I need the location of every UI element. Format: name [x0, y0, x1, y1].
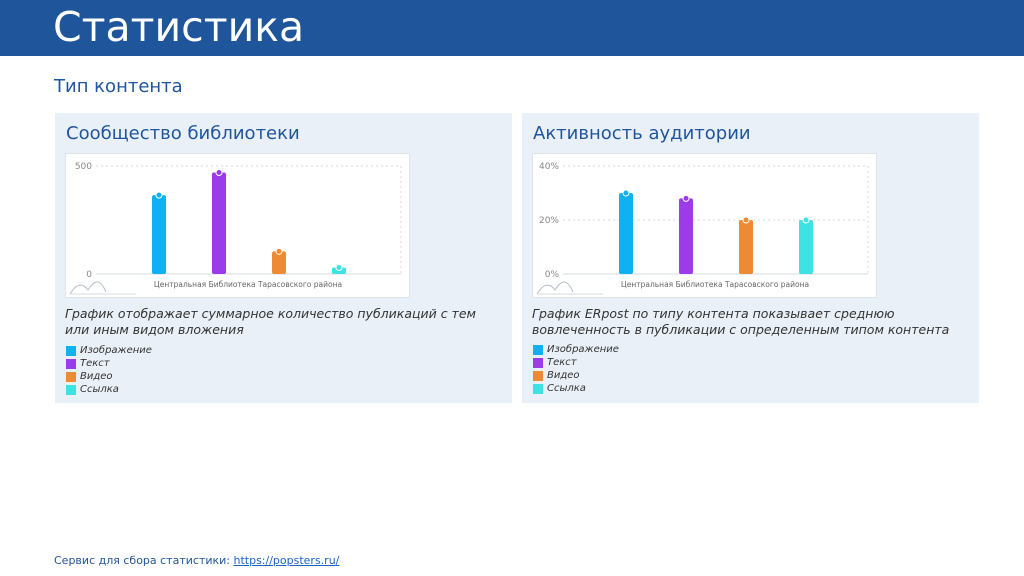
legend-swatch — [66, 345, 76, 356]
legend-swatch — [533, 383, 543, 394]
section-title: Тип контента — [54, 76, 183, 97]
y-tick-label: 20% — [539, 216, 559, 226]
bar-3[interactable] — [739, 220, 753, 274]
y-tick-label: 40% — [539, 162, 559, 172]
legend-item: Ссылка — [66, 383, 266, 396]
legend-item: Изображение — [66, 344, 266, 357]
sparkline-icon — [536, 281, 574, 295]
footer-link[interactable]: https://popsters.ru/ — [233, 554, 340, 567]
legend-label: Изображение — [80, 345, 152, 356]
y-tick-label: 0% — [545, 270, 560, 280]
legend-label: Ссылка — [547, 383, 586, 394]
legend-item: Текст — [533, 356, 733, 369]
chart-description: График ERpost по типу контента показывае… — [532, 306, 950, 337]
chart-source-label: Центральная Библиотека Тарасовского райо… — [621, 280, 809, 289]
legend-swatch — [66, 371, 76, 382]
sparkline-icon — [69, 281, 107, 295]
bar-marker — [742, 216, 750, 224]
chart-frame: 0 500 Центральная Библиотека Тарасовского … — [65, 153, 410, 298]
bar-1[interactable] — [619, 193, 633, 274]
bar-2[interactable] — [212, 172, 226, 274]
page-title: Статистика — [53, 3, 305, 51]
bar-3[interactable] — [272, 251, 286, 274]
legend-item: Ссылка — [533, 382, 733, 395]
bar-marker — [215, 168, 223, 176]
panel-title: Активность аудитории — [533, 123, 751, 144]
legend-label: Текст — [80, 358, 110, 369]
bar-marker — [682, 194, 690, 202]
legend-item: Видео — [533, 369, 733, 382]
bar-marker — [802, 216, 810, 224]
legend-label: Ссылка — [80, 384, 119, 395]
legend-label: Текст — [547, 357, 577, 368]
legend-item: Изображение — [533, 343, 733, 356]
y-tick-label: 500 — [75, 162, 92, 172]
bar-4[interactable] — [799, 220, 813, 274]
chart-source-label: Центральная Библиотека Тарасовского райо… — [154, 280, 342, 289]
bar-2[interactable] — [679, 198, 693, 274]
y-tick-label: 0 — [86, 270, 92, 280]
legend-item: Текст — [66, 357, 266, 370]
legend-label: Видео — [80, 371, 113, 382]
chart-posts-by-type: 0 500 Центральная Библиотека Тарасовского … — [69, 162, 402, 295]
panel-community: Сообщество библиотеки В 0500Центральная … — [55, 113, 512, 403]
bar-marker — [155, 191, 163, 199]
header-bar: Статистика — [0, 0, 1024, 56]
chart-erpost-by-type: 0% 20% 40% Центральная Библиотека Тарасовск… — [536, 162, 869, 295]
bar-marker — [622, 189, 630, 197]
legend-label: Видео — [547, 370, 580, 381]
footer-text: Сервис для сбора статистики: — [54, 554, 234, 567]
legend-label: Изображение — [547, 344, 619, 355]
footer-note: Сервис для сбора статистики: https://pop… — [54, 554, 339, 567]
chart-legend: Изображение Текст Видео Ссылка — [533, 343, 733, 395]
legend-swatch — [66, 384, 76, 395]
legend-item: Видео — [66, 370, 266, 383]
panel-audience-activity: Активность аудитории 0% 20% 40% Центральная… — [522, 113, 979, 403]
bar-marker — [335, 264, 343, 272]
bar-1[interactable] — [152, 195, 166, 274]
chart-legend: Изображение Текст Видео Ссылка — [66, 344, 266, 396]
legend-swatch — [533, 344, 543, 355]
chart-description: График отображает суммарное количество п… — [65, 306, 476, 337]
legend-swatch — [533, 357, 543, 368]
chart-frame: 0% 20% 40% Центральная Библиотека Тарасовск… — [532, 153, 877, 298]
legend-swatch — [533, 370, 543, 381]
panel-title: Сообщество библиотеки — [66, 123, 300, 144]
bar-marker — [275, 247, 283, 255]
legend-swatch — [66, 358, 76, 369]
